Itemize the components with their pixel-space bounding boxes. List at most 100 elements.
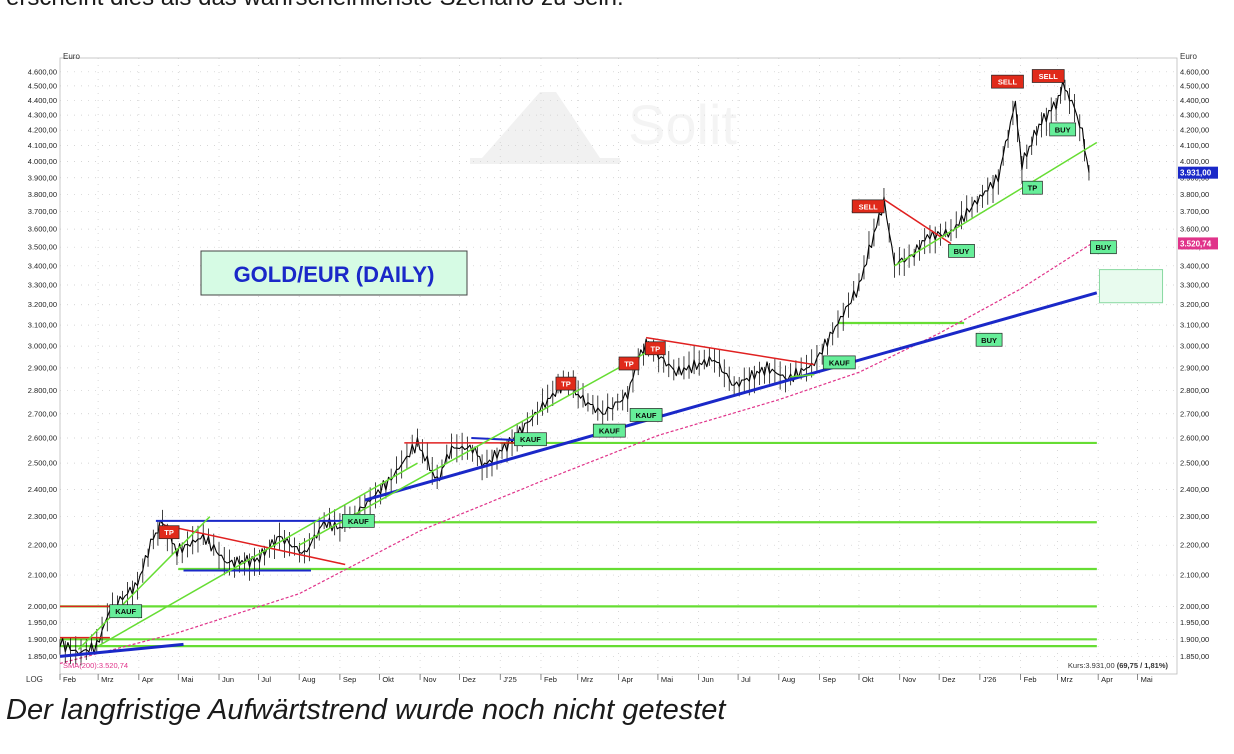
sell-marker: TP [158,525,180,540]
marker-box [851,199,885,214]
trend-line [298,351,647,546]
intro-text: erscheint dies als das wahrscheinlichste… [6,0,624,12]
marker-box [1031,69,1065,83]
y-tick-label-right: 3.400,00 [1180,261,1209,270]
chart-grid [59,58,1177,674]
marker-box [592,423,626,438]
x-tick-label: Nov [903,675,917,684]
x-tick-label: Sep [823,675,836,684]
y-tick-label-right: 2.900,00 [1180,363,1209,372]
x-tick-label: Mai [661,675,673,684]
marker-label: BUY [1095,243,1111,252]
trend-line [77,516,211,651]
target-zone [1098,269,1164,304]
sma-price-marker: 3.520,74 [1178,237,1218,250]
x-tick-label: Nov [423,675,437,684]
y-tick-label-left: 3.800,00 [28,190,57,199]
y-tick-label-left: 2.100,00 [28,571,57,580]
y-tick-label-right: 2.700,00 [1180,409,1209,418]
y-tick-label-left: 4.200,00 [28,126,57,135]
x-tick-label: Dez [942,675,956,684]
marker-box [1049,122,1077,137]
x-tick-label: J'26 [983,675,997,684]
buy-marker: BUY [975,332,1003,347]
trend-line [790,373,815,378]
price-markers: 3.931,00 3.520,74 [1178,166,1218,250]
x-tick-label: Mai [1141,675,1153,684]
x-tick-label: Jul [261,675,271,684]
chart-caption: Der langfristige Aufwärtstrend wurde noc… [6,694,726,726]
marker-label: KAUF [115,607,136,616]
y-tick-label-left: 3.200,00 [28,300,57,309]
price-marker-label: 3.520,74 [1180,239,1212,248]
watermark: Solit [470,92,737,164]
marker-label: TP [1028,184,1038,193]
price-path [59,80,1090,655]
y-tick-label-left: 4.600,00 [28,67,57,76]
y-tick-label-right: 4.300,00 [1180,111,1209,120]
y-tick-label-left: 2.900,00 [28,363,57,372]
y-tick-label-left: 3.100,00 [28,321,57,330]
marker-label: SELL [1039,72,1059,81]
y-tick-label-left: 2.300,00 [28,512,57,521]
buy-marker: BUY [1090,240,1117,255]
marker-label: KAUF [636,411,657,420]
x-tick-label: J'25 [503,675,517,684]
x-tick-label: Sep [343,675,356,684]
marker-label: KAUF [599,427,620,436]
sell-marker: SELL [991,74,1024,89]
x-tick-label: Mrz [101,675,114,684]
y-tick-label-left: 2.400,00 [28,485,57,494]
sell-marker: SELL [1031,69,1065,83]
marker-box [1022,180,1043,195]
chart-title-box: GOLD/EUR (DAILY) [200,250,468,296]
price-series [59,79,1090,666]
y-tick-label-right: 2.200,00 [1180,541,1209,550]
x-tick-label: Feb [1024,675,1037,684]
x-axis-labels: Feb Mrz Apr Mai Jun Jul Aug Sep Okt Nov Dez J'25 Feb… [59,674,1153,684]
x-tick-label: Jun [702,675,714,684]
x-tick-label: Okt [382,675,395,684]
buy-marker: KAUF [629,408,663,422]
marker-label: TP [650,344,660,353]
trend-line [59,642,184,658]
y-tick-label-right: 3.100,00 [1180,321,1209,330]
marker-box [644,341,666,356]
y-tick-label-left: 4.400,00 [28,96,57,105]
marker-label: SELL [998,78,1018,87]
y-tick-label-left: 4.500,00 [28,81,57,90]
target-zone-box [1098,269,1164,304]
y-tick-label-right: 2.800,00 [1180,386,1209,395]
y-tick-label-left: 3.700,00 [28,207,57,216]
y-tick-label-right: 4.100,00 [1180,141,1209,150]
current-price-marker: 3.931,00 [1178,166,1218,179]
y-unit-left: Euro [63,52,80,61]
y-tick-label-left: 2.800,00 [28,386,57,395]
buy-marker: KAUF [109,604,143,619]
sell-marker: TP [555,376,577,391]
marker-label: TP [561,380,571,389]
y-tick-label-right: 1.950,00 [1180,618,1209,627]
trend-line [97,462,418,647]
y-tick-label-left: 2.000,00 [28,602,57,611]
x-tick-label: Feb [544,675,557,684]
y-tick-label-left: 2.700,00 [28,409,57,418]
x-tick-label: Aug [782,675,795,684]
y-tick-label-left: 3.400,00 [28,261,57,270]
price-marker-label: 3.931,00 [1180,169,1212,178]
trade-annotations: KAUF TP KAUF KAUF TP KAUF TP KAUF TP KAUF SELL BUY B… [109,69,1117,619]
buy-marker: KAUF [822,355,856,370]
marker-label: KAUF [829,358,850,367]
trend-line [645,336,815,366]
marker-box [629,408,663,422]
y-tick-label-right: 3.000,00 [1180,342,1209,351]
buy-marker: KAUF [514,432,547,447]
y-tick-label-left: 1.950,00 [28,618,57,627]
status-text: Kurs:3.931,00 (69,75 / 1,81%) [1068,661,1169,670]
y-tick-label-left: 2.600,00 [28,433,57,442]
x-tick-label: Okt [862,675,875,684]
watermark-pyramid-icon [470,92,620,164]
y-tick-label-left: 3.900,00 [28,173,57,182]
x-tick-label: Aug [302,675,315,684]
y-tick-label-right: 2.100,00 [1180,571,1209,580]
